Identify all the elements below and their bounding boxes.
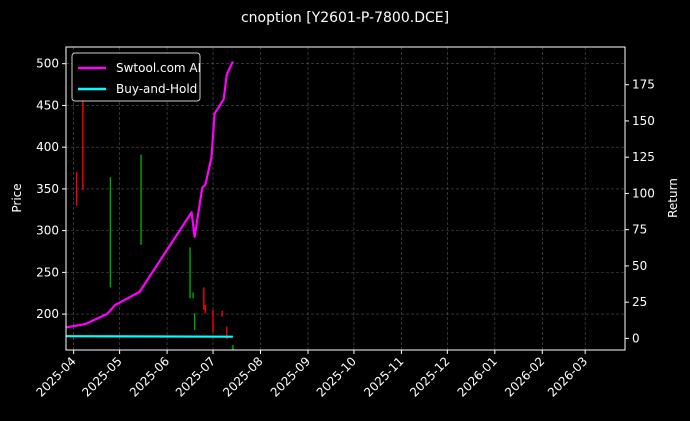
y-tick-label: 250	[36, 265, 59, 279]
grid	[66, 47, 625, 350]
x-tick-label: 2026-01	[455, 354, 500, 399]
y-tick-label: 200	[36, 307, 59, 321]
y2-tick-label: 125	[632, 150, 655, 164]
y-tick-label: 450	[36, 98, 59, 112]
y-tick-label: 350	[36, 182, 59, 196]
lines	[65, 61, 234, 338]
y-tick-label: 300	[36, 224, 59, 238]
series-line-swtool-ai	[65, 61, 234, 329]
plot-frame	[65, 46, 626, 351]
y2-tick-label: 150	[632, 114, 655, 128]
x-tick-label: 2025-07	[173, 354, 218, 399]
series-line-buy-and-hold	[65, 335, 233, 338]
y2-axis-label: Return	[666, 178, 680, 218]
y2-tick-label: 0	[632, 331, 640, 345]
y-tick-label: 400	[36, 140, 59, 154]
x-tick-label: 2025-10	[314, 354, 359, 399]
x-tick-label: 2026-03	[545, 354, 590, 399]
y2-tick-label: 175	[632, 78, 655, 92]
axes: 2025-04 2025-05 2025-06 2025-07 2025-08 2025-…	[33, 57, 654, 400]
x-tick-label: 2025-12	[407, 354, 452, 399]
y2-tick-label: 100	[632, 186, 655, 200]
y2-tick-label: 25	[632, 295, 647, 309]
y2-tick-label: 50	[632, 259, 647, 273]
x-tick-label: 2025-05	[79, 354, 124, 399]
x-tick-label: 2025-06	[127, 354, 172, 399]
candles	[76, 94, 234, 350]
y2-tick-label: 75	[632, 223, 647, 237]
legend-label-ai: Swtool.com AI	[116, 61, 201, 75]
x-tick-label: 2025-04	[33, 354, 78, 399]
x-tick-label: 2025-09	[268, 354, 313, 399]
legend: Swtool.com AI Buy-and-Hold	[71, 52, 201, 102]
x-tick-label: 2025-08	[220, 354, 265, 399]
legend-label-bh: Buy-and-Hold	[116, 82, 197, 96]
chart-title: cnoption [Y2601-P-7800.DCE]	[241, 10, 449, 26]
x-tick-label: 2025-11	[361, 354, 406, 399]
y-axis-label: Price	[10, 183, 24, 212]
x-tick-label: 2026-02	[502, 354, 547, 399]
y-tick-label: 500	[36, 57, 59, 71]
